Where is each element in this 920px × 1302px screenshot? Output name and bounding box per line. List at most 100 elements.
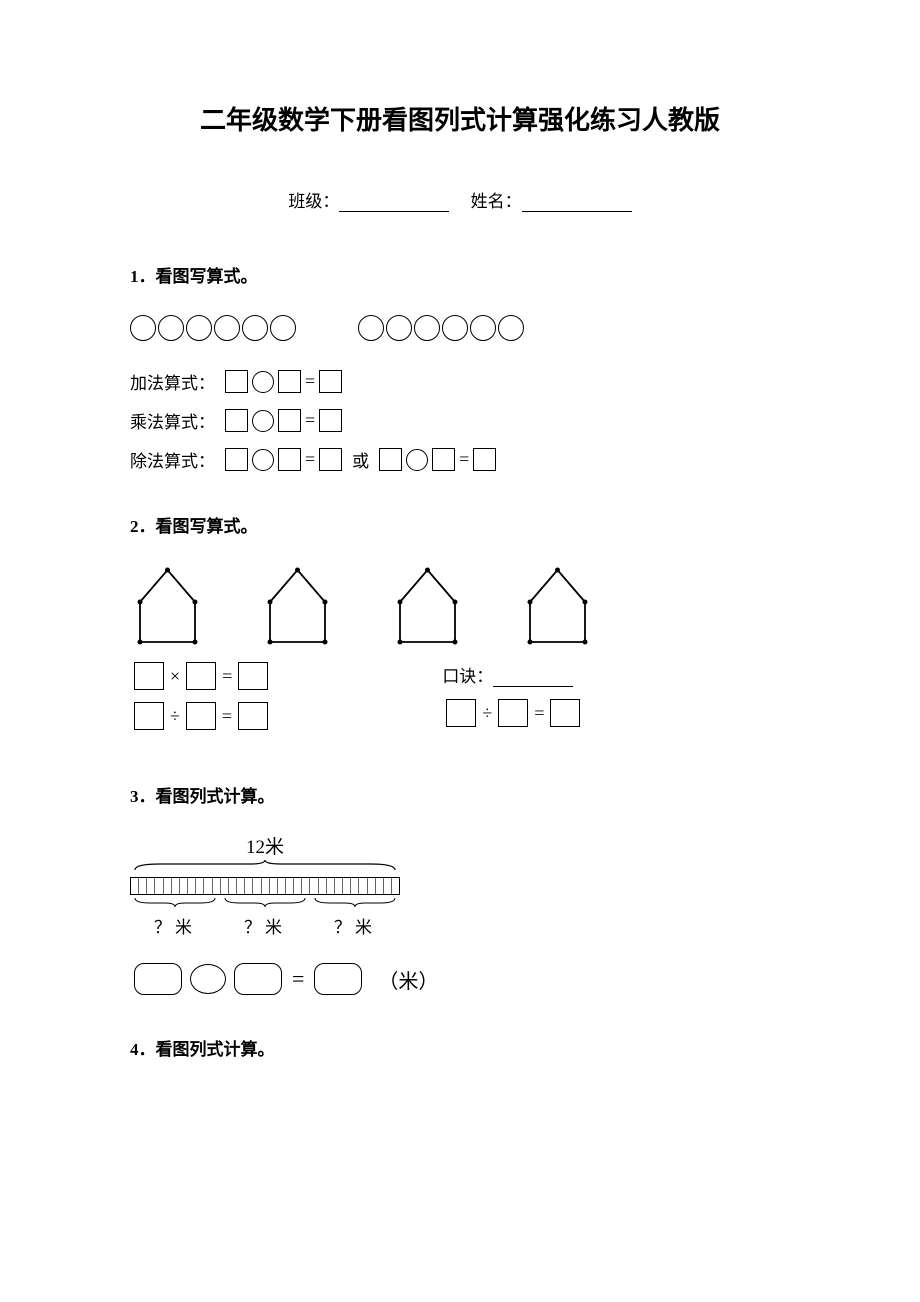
tape-segment bbox=[351, 878, 359, 894]
or-text: 或 bbox=[352, 447, 369, 472]
answer-box[interactable] bbox=[550, 699, 580, 727]
tape-segment bbox=[270, 878, 278, 894]
class-label: 班级： bbox=[288, 192, 339, 211]
answer-box[interactable] bbox=[278, 370, 301, 393]
answer-box[interactable] bbox=[134, 662, 164, 690]
circle-icon bbox=[270, 315, 296, 341]
answer-box[interactable] bbox=[446, 699, 476, 727]
answer-box[interactable] bbox=[319, 409, 342, 432]
answer-box[interactable] bbox=[314, 963, 362, 995]
equals-sign: = bbox=[305, 410, 315, 431]
tape-segment bbox=[204, 878, 212, 894]
koujue-label: 口诀： bbox=[442, 667, 493, 686]
tape-segment bbox=[213, 878, 221, 894]
answer-box[interactable] bbox=[319, 448, 342, 471]
class-blank[interactable] bbox=[339, 211, 449, 212]
equals-sign: = bbox=[222, 706, 232, 727]
operator-box[interactable] bbox=[190, 964, 226, 994]
circle-icon bbox=[498, 315, 524, 341]
question-3: 3．看图列式计算。 12米 ？米？米？米 = （米） bbox=[130, 782, 790, 995]
circle-icon bbox=[242, 315, 268, 341]
tape-segment bbox=[319, 878, 327, 894]
operator-box[interactable] bbox=[252, 371, 274, 393]
operator-box[interactable] bbox=[406, 449, 428, 471]
tape-segment bbox=[302, 878, 310, 894]
tape-segment bbox=[278, 878, 286, 894]
answer-box[interactable] bbox=[225, 409, 248, 432]
answer-box[interactable] bbox=[225, 370, 248, 393]
q1-mul-line: 乘法算式： = bbox=[130, 408, 790, 433]
tape-segment bbox=[131, 878, 139, 894]
q2-houses bbox=[130, 562, 790, 647]
unit-label: （米） bbox=[378, 965, 438, 994]
tape-segment bbox=[376, 878, 384, 894]
answer-box[interactable] bbox=[186, 702, 216, 730]
tape-segment bbox=[188, 878, 196, 894]
answer-box[interactable] bbox=[278, 448, 301, 471]
divide-sign: ÷ bbox=[170, 706, 180, 727]
tape-total-label: 12米 bbox=[130, 832, 400, 859]
q2-right-col: 口诀： ÷ = bbox=[422, 662, 584, 742]
equals-sign: = bbox=[534, 703, 544, 724]
circle-group bbox=[130, 312, 298, 349]
answer-box[interactable] bbox=[238, 662, 268, 690]
q2-left-col: × = ÷ = bbox=[130, 662, 272, 742]
circle-icon bbox=[358, 315, 384, 341]
koujue-blank[interactable] bbox=[493, 686, 573, 687]
answer-box[interactable] bbox=[186, 662, 216, 690]
answer-box[interactable] bbox=[379, 448, 402, 471]
name-blank[interactable] bbox=[522, 211, 632, 212]
answer-box[interactable] bbox=[319, 370, 342, 393]
tape-segment bbox=[180, 878, 188, 894]
tape-segment bbox=[327, 878, 335, 894]
tape-bottom-label: ？米 bbox=[310, 913, 400, 938]
q1-title: 1．看图写算式。 bbox=[130, 262, 790, 287]
tape-segment bbox=[262, 878, 270, 894]
circle-icon bbox=[386, 315, 412, 341]
tape-segment bbox=[384, 878, 392, 894]
house-icon bbox=[260, 562, 335, 647]
tape-segment bbox=[310, 878, 318, 894]
q1-mul-label: 乘法算式： bbox=[130, 408, 215, 433]
tape-segment bbox=[147, 878, 155, 894]
multiply-sign: × bbox=[170, 666, 180, 687]
answer-box[interactable] bbox=[238, 702, 268, 730]
q1-add-line: 加法算式： = bbox=[130, 369, 790, 394]
circle-icon bbox=[130, 315, 156, 341]
answer-box[interactable] bbox=[278, 409, 301, 432]
tape-segment bbox=[164, 878, 172, 894]
answer-box[interactable] bbox=[134, 702, 164, 730]
tape-segment bbox=[253, 878, 261, 894]
tape-segment bbox=[245, 878, 253, 894]
house-icon bbox=[520, 562, 595, 647]
tape-segment bbox=[196, 878, 204, 894]
answer-box[interactable] bbox=[498, 699, 528, 727]
answer-box[interactable] bbox=[473, 448, 496, 471]
circle-icon bbox=[186, 315, 212, 341]
tape-segment bbox=[139, 878, 147, 894]
tape-bottom-label: ？米 bbox=[220, 913, 310, 938]
page-title: 二年级数学下册看图列式计算强化练习人教版 bbox=[130, 100, 790, 137]
q3-formula: = （米） bbox=[130, 963, 790, 995]
q3-title: 3．看图列式计算。 bbox=[130, 782, 790, 807]
brace-bottom-icon bbox=[130, 896, 400, 908]
answer-box[interactable] bbox=[134, 963, 182, 995]
answer-box[interactable] bbox=[225, 448, 248, 471]
tape-segment bbox=[343, 878, 351, 894]
tape-segment bbox=[368, 878, 376, 894]
brace-top-icon bbox=[130, 860, 400, 872]
circle-icon bbox=[414, 315, 440, 341]
tape-segment bbox=[237, 878, 245, 894]
circle-icon bbox=[158, 315, 184, 341]
q3-diagram: 12米 ？米？米？米 bbox=[130, 832, 790, 938]
question-2: 2．看图写算式。 × = ÷ = 口诀： bbox=[130, 512, 790, 742]
answer-box[interactable] bbox=[432, 448, 455, 471]
equals-sign: = bbox=[459, 449, 469, 470]
circle-group bbox=[358, 312, 526, 349]
tape-segment bbox=[155, 878, 163, 894]
answer-box[interactable] bbox=[234, 963, 282, 995]
house-icon bbox=[390, 562, 465, 647]
operator-box[interactable] bbox=[252, 410, 274, 432]
tape-segment bbox=[294, 878, 302, 894]
operator-box[interactable] bbox=[252, 449, 274, 471]
